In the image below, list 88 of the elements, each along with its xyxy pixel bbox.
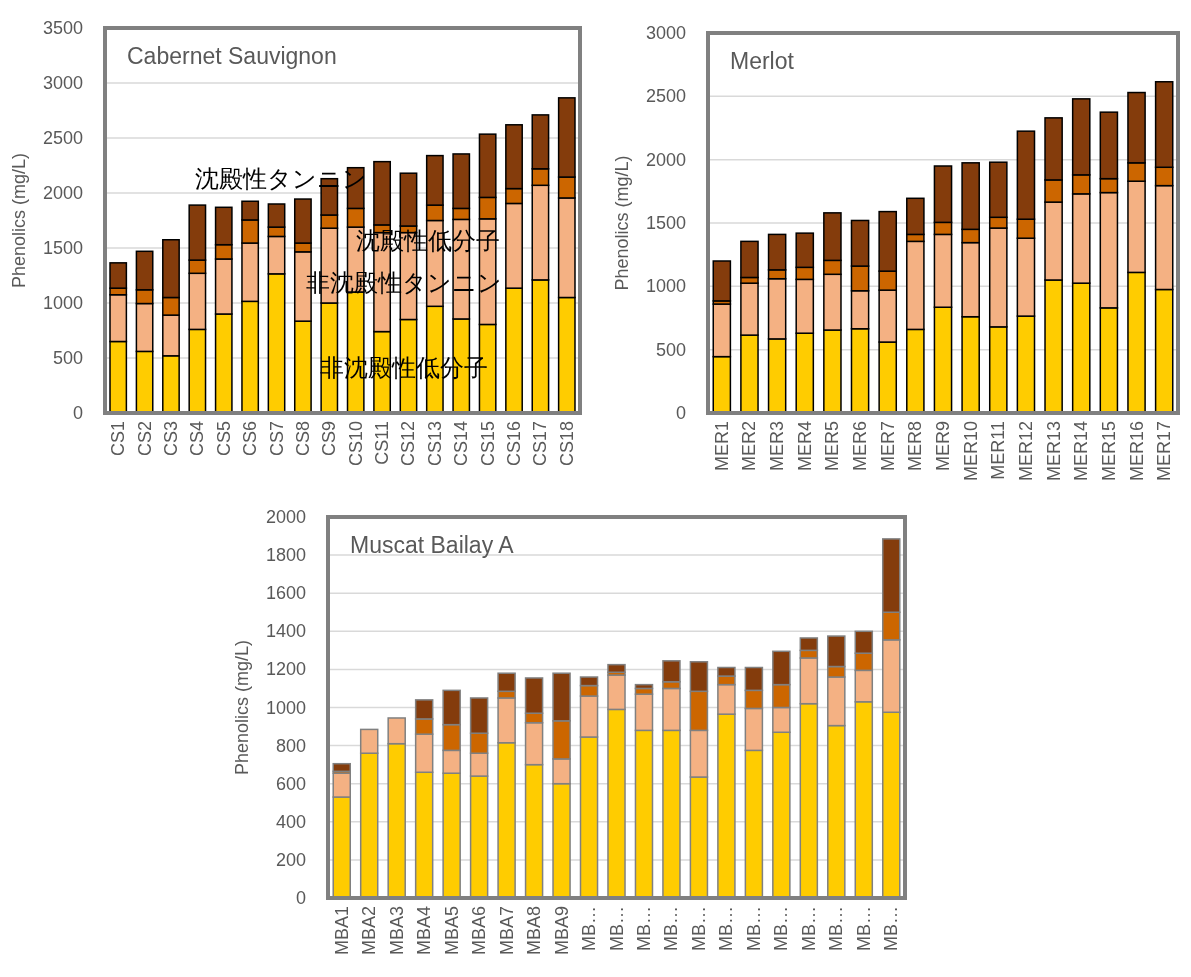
x-tick-label: MBA5 [441, 906, 462, 956]
y-tick-label: 800 [275, 735, 306, 756]
x-tick-label: MER17 [1154, 421, 1175, 482]
x-tick-label: MER9 [933, 421, 953, 472]
x-tick-label: MER1 [711, 421, 732, 472]
y-tick-label: 1000 [42, 293, 83, 313]
x-tick-label: CS11 [372, 421, 393, 465]
x-tick-label: MB… [853, 906, 874, 951]
y-tick-label: 3000 [645, 23, 686, 43]
x-tick-label: MB… [771, 906, 792, 951]
x-tick-label: CS9 [319, 421, 340, 457]
y-axis-title: Phenolics (mg/L) [232, 639, 252, 776]
x-tick-label: MER14 [1071, 421, 1092, 482]
x-tick-label: MER10 [960, 421, 981, 482]
x-tick-label: CS17 [530, 421, 551, 467]
x-tick-label: CS3 [160, 421, 181, 457]
y-tick-label: 600 [275, 773, 306, 794]
x-tick-label: MB… [826, 906, 847, 951]
y-tick-label: 1000 [645, 276, 686, 297]
x-tick-label: CS4 [187, 421, 208, 457]
x-tick-label: MER13 [1043, 421, 1064, 482]
y-tick-label: 500 [655, 339, 686, 360]
x-tick-label: MBA7 [496, 906, 517, 956]
x-tick-label: MB… [881, 906, 902, 951]
x-tick-label: MER4 [794, 421, 815, 472]
text: Cabernet Sauvignon [127, 43, 337, 69]
y-axis-title: Phenolics (mg/L) [612, 155, 632, 291]
y-tick-label: 0 [295, 888, 306, 908]
x-tick-label: MER11 [988, 421, 1009, 480]
x-tick-label: CS13 [424, 421, 445, 467]
y-tick-label: 2500 [645, 86, 686, 107]
x-tick-label: MB… [716, 906, 737, 951]
x-tick-label: MBA2 [359, 906, 380, 956]
y-tick-label: 2000 [265, 507, 306, 527]
x-tick-label: CS6 [240, 421, 261, 457]
y-tick-label: 1000 [265, 697, 306, 718]
x-tick-label: MER2 [739, 421, 760, 472]
x-tick-label: MER8 [905, 421, 926, 472]
y-tick-label: 1800 [265, 545, 306, 566]
y-tick-label: 2000 [645, 149, 686, 170]
y-tick-label: 0 [675, 403, 686, 423]
x-tick-label: MBA9 [551, 906, 572, 956]
x-tick-label: MB… [633, 906, 654, 951]
x-tick-label: CS7 [266, 421, 287, 457]
x-tick-label: MB… [579, 906, 600, 951]
x-tick-label: MER6 [850, 421, 871, 472]
text: Merlot [730, 48, 795, 74]
y-tick-label: 400 [275, 811, 306, 832]
x-tick-label: MB… [743, 906, 764, 951]
y-tick-label: 500 [52, 348, 83, 368]
x-tick-label: MER3 [767, 421, 788, 472]
y-axis-title: Phenolics (mg/L) [9, 152, 29, 289]
x-tick-label: MER5 [822, 421, 843, 472]
x-tick-label: MBA4 [414, 906, 435, 956]
y-tick-label: 1600 [265, 583, 306, 604]
y-tick-label: 1400 [265, 621, 306, 642]
x-tick-label: CS2 [134, 421, 155, 457]
y-tick-label: 0 [72, 403, 83, 423]
y-tick-label: 3000 [42, 73, 83, 93]
x-tick-label: MBA3 [386, 906, 407, 956]
x-tick-label: MER12 [1015, 421, 1036, 482]
x-tick-label: MBA6 [469, 906, 490, 956]
x-tick-label: CS18 [556, 421, 577, 467]
x-tick-label: CS15 [477, 421, 498, 467]
x-tick-label: MB… [688, 906, 709, 951]
x-tick-label: MB… [606, 906, 627, 951]
y-tick-label: 1500 [645, 213, 686, 233]
x-tick-label: CS5 [213, 421, 234, 457]
x-tick-label: MBA1 [331, 906, 352, 956]
x-tick-label: CS1 [108, 421, 129, 457]
y-tick-label: 200 [275, 849, 306, 870]
text: Muscat Bailay A [350, 532, 515, 558]
x-tick-label: MER16 [1126, 421, 1147, 482]
x-tick-label: MB… [798, 906, 819, 951]
y-tick-label: 3500 [42, 18, 83, 38]
x-tick-label: MB… [661, 906, 682, 951]
x-tick-label: MER15 [1098, 421, 1119, 482]
x-tick-label: CS14 [451, 421, 472, 467]
y-tick-label: 1200 [265, 659, 306, 680]
y-tick-label: 1500 [42, 238, 83, 258]
x-tick-label: MBA8 [524, 906, 545, 956]
x-tick-label: CS8 [292, 421, 313, 457]
x-tick-label: CS12 [398, 421, 419, 467]
x-tick-label: MER7 [877, 421, 898, 472]
y-tick-label: 2000 [42, 183, 83, 203]
x-tick-label: CS16 [504, 421, 525, 467]
x-tick-label: CS10 [345, 421, 366, 467]
y-tick-label: 2500 [42, 128, 83, 148]
